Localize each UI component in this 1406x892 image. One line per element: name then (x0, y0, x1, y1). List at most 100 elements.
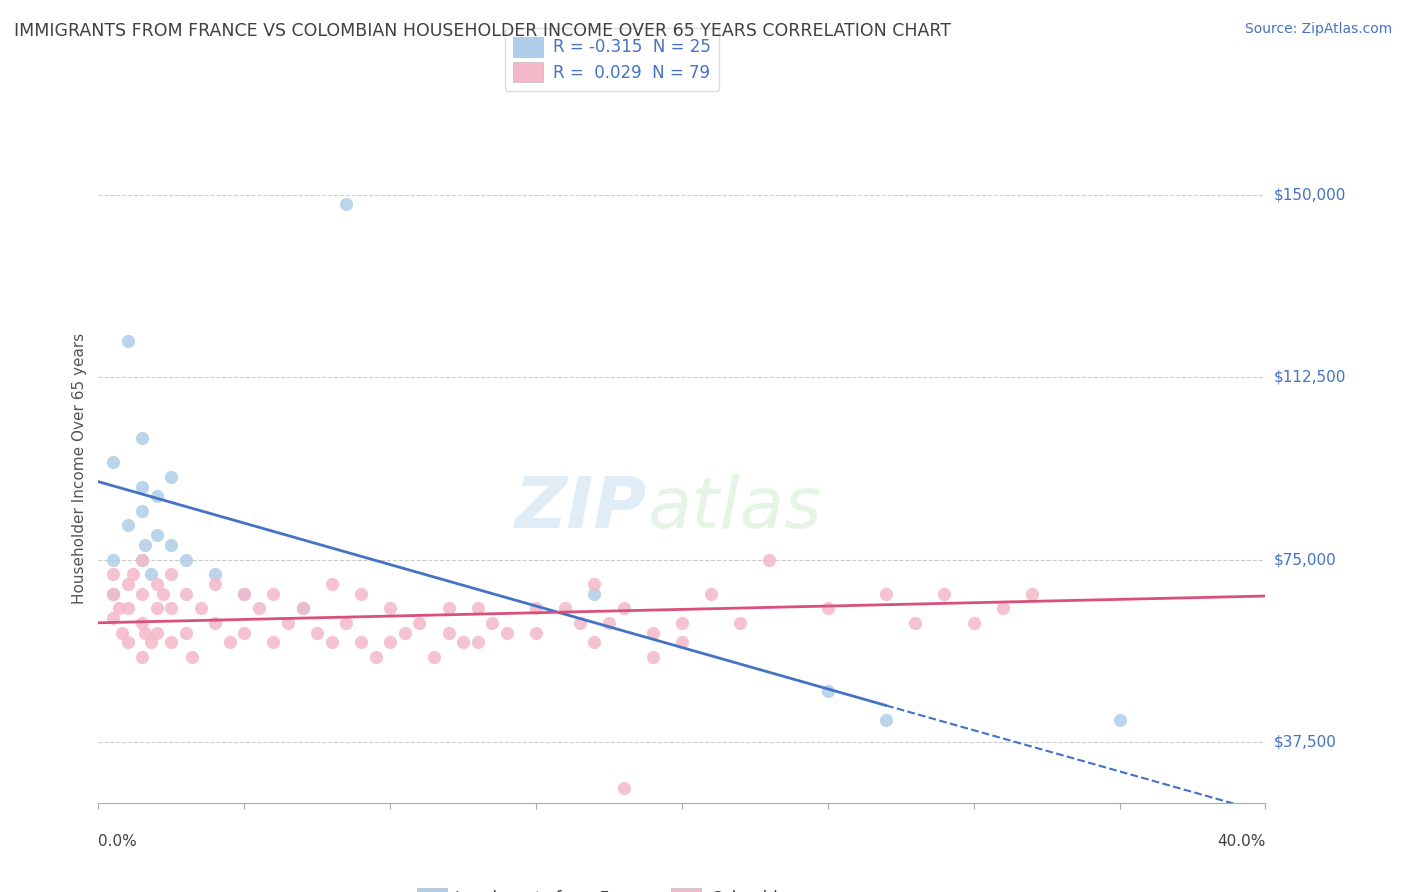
Point (111, 625, 134, 640)
Point (495, 625, 517, 640)
Point (291, 601, 314, 615)
Point (612, 601, 634, 615)
Point (117, 518, 139, 533)
Point (307, 625, 329, 640)
Text: 0.0%: 0.0% (98, 834, 138, 849)
Point (364, 649, 387, 664)
Point (174, 625, 197, 640)
Point (146, 625, 169, 640)
Point (122, 567, 145, 582)
Point (817, 684, 839, 698)
Point (554, 601, 576, 615)
Point (117, 601, 139, 615)
Point (904, 615, 927, 630)
Point (962, 615, 984, 630)
Point (524, 601, 547, 615)
Point (350, 635, 373, 649)
Point (233, 586, 256, 600)
Point (262, 635, 284, 649)
Point (437, 601, 460, 615)
Text: $150,000: $150,000 (1274, 187, 1346, 202)
Point (146, 601, 169, 615)
Point (612, 781, 634, 796)
Point (817, 601, 839, 615)
Point (467, 601, 489, 615)
Point (277, 615, 299, 630)
Point (131, 504, 153, 518)
Point (134, 625, 156, 640)
Point (845, 820, 868, 834)
Y-axis label: Householder Income Over 65 years: Householder Income Over 65 years (72, 333, 87, 604)
Point (350, 586, 373, 600)
Point (134, 538, 156, 552)
Text: $75,000: $75,000 (1274, 552, 1337, 567)
Point (247, 601, 270, 615)
Point (204, 567, 226, 582)
Point (152, 586, 174, 600)
Point (335, 615, 357, 630)
Point (728, 615, 751, 630)
Point (394, 625, 416, 640)
Point (641, 649, 664, 664)
Point (174, 552, 197, 566)
Point (131, 649, 153, 664)
Point (117, 334, 139, 348)
Text: IMMIGRANTS FROM FRANCE VS COLOMBIAN HOUSEHOLDER INCOME OVER 65 YEARS CORRELATION: IMMIGRANTS FROM FRANCE VS COLOMBIAN HOUS… (14, 22, 950, 40)
Point (204, 577, 226, 591)
Point (139, 567, 162, 582)
Point (101, 455, 124, 469)
Point (451, 635, 474, 649)
Point (934, 586, 956, 600)
Point (233, 586, 256, 600)
Text: Source: ZipAtlas.com: Source: ZipAtlas.com (1244, 22, 1392, 37)
Point (700, 586, 723, 600)
Point (321, 635, 343, 649)
Point (641, 625, 664, 640)
Point (524, 625, 547, 640)
Point (423, 649, 446, 664)
Point (160, 601, 183, 615)
Point (204, 615, 226, 630)
Point (146, 528, 169, 542)
Point (131, 431, 153, 445)
Point (131, 615, 153, 630)
Point (101, 567, 124, 582)
Point (671, 615, 693, 630)
Point (875, 713, 897, 727)
Point (1021, 586, 1043, 600)
Point (233, 625, 256, 640)
Point (101, 552, 124, 566)
Point (131, 552, 153, 566)
Point (174, 586, 197, 600)
Point (671, 635, 693, 649)
Point (101, 611, 124, 625)
Text: atlas: atlas (647, 474, 821, 543)
Point (321, 577, 343, 591)
Point (108, 601, 131, 615)
Text: ZIP: ZIP (515, 474, 647, 543)
Point (146, 489, 169, 503)
Point (437, 625, 460, 640)
Point (101, 586, 124, 600)
Point (481, 615, 503, 630)
Point (408, 615, 430, 630)
Text: $112,500: $112,500 (1274, 369, 1346, 384)
Point (991, 601, 1014, 615)
Point (139, 635, 162, 649)
Point (101, 586, 124, 600)
Point (1108, 713, 1130, 727)
Point (875, 586, 897, 600)
Point (190, 601, 212, 615)
Point (378, 601, 402, 615)
Point (180, 649, 202, 664)
Point (700, 830, 723, 844)
Text: $37,500: $37,500 (1274, 734, 1337, 749)
Point (160, 567, 183, 582)
Point (568, 615, 591, 630)
Point (160, 635, 183, 649)
Point (378, 635, 402, 649)
Point (131, 552, 153, 566)
Point (583, 635, 606, 649)
Point (291, 601, 314, 615)
Point (583, 577, 606, 591)
